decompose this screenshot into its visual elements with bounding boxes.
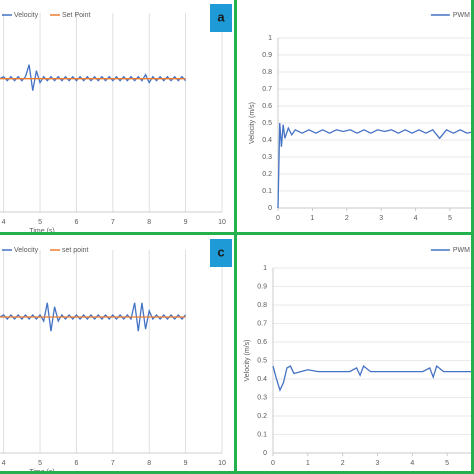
x-tick-label: 2 — [345, 215, 349, 222]
divider — [0, 232, 474, 235]
y-tick-label: 0.4 — [262, 137, 272, 144]
legend-label: PWM — [453, 12, 470, 19]
y-tick-label: 0.2 — [262, 171, 272, 178]
x-tick-label: 1 — [306, 460, 310, 467]
x-tick-label: 0 — [276, 215, 280, 222]
x-tick-label: 5 — [38, 460, 42, 467]
x-tick-label: 6 — [74, 219, 78, 226]
x-tick-label: 3 — [376, 460, 380, 467]
x-tick-label: 4 — [2, 460, 6, 467]
y-axis-label: Velocity (m/s) — [244, 339, 251, 381]
x-tick-label: 3 — [379, 215, 383, 222]
x-tick-label: 4 — [414, 215, 418, 222]
legend-label: set point — [62, 247, 89, 254]
y-tick-label: 0.5 — [257, 357, 267, 364]
y-tick-label: 0.1 — [257, 431, 267, 438]
x-tick-label: 10 — [218, 219, 226, 226]
panel: 0 1 2 3 4 5 0 0.1 0.2 0.3 0.4 0.5 0.6 0.7 0.8 0.9 1 Veloc… — [244, 247, 474, 467]
panel: 4 5 6 7 8 9 10 Time (s) Velocity set point c — [0, 239, 232, 474]
panel: 0 1 2 3 4 5 0 0.1 0.2 0.3 0.4 0.5 0.6 0.7 0.8 0.9 1 Veloc… — [249, 12, 474, 222]
y-tick-label: 0.9 — [257, 283, 267, 290]
x-tick-label: 0 — [271, 460, 275, 467]
y-tick-label: 0.1 — [262, 188, 272, 195]
y-tick-label: 0.7 — [262, 86, 272, 93]
y-tick-label: 0.7 — [257, 320, 267, 327]
x-tick-label: 5 — [38, 219, 42, 226]
x-tick-label: 1 — [310, 215, 314, 222]
data-line — [277, 122, 474, 209]
x-tick-label: 10 — [218, 460, 226, 467]
y-tick-label: 0.2 — [257, 413, 267, 420]
divider — [471, 0, 474, 474]
y-tick-label: 0.9 — [262, 52, 272, 59]
y-tick-label: 1 — [268, 35, 272, 42]
data-line — [272, 364, 474, 392]
x-axis-label: Time (s) — [29, 469, 54, 474]
panel-label: c — [217, 244, 224, 259]
y-tick-label: 0.8 — [262, 69, 272, 76]
panel-label-box — [210, 4, 232, 32]
x-tick-label: 5 — [448, 215, 452, 222]
x-tick-label: 7 — [111, 460, 115, 467]
panel-label: a — [217, 9, 225, 24]
legend-label: Set Point — [62, 12, 90, 19]
y-tick-label: 0.5 — [262, 120, 272, 127]
x-tick-label: 8 — [147, 460, 151, 467]
y-tick-label: 0.8 — [257, 302, 267, 309]
y-tick-label: 0 — [268, 205, 272, 212]
x-tick-label: 9 — [184, 219, 188, 226]
legend-label: Velocity — [14, 247, 39, 254]
x-tick-label: 9 — [184, 460, 188, 467]
panel: 4 5 6 7 8 9 10 Time (s) Velocity Set Point a — [0, 4, 232, 235]
y-axis-label: Velocity (m/s) — [249, 102, 256, 144]
y-tick-label: 0 — [263, 450, 267, 457]
y-tick-label: 1 — [263, 265, 267, 272]
x-tick-label: 8 — [147, 219, 151, 226]
x-tick-label: 2 — [341, 460, 345, 467]
legend-label: PWM — [453, 247, 470, 254]
y-tick-label: 0.4 — [257, 376, 267, 383]
divider — [0, 471, 474, 474]
y-tick-label: 0.3 — [257, 394, 267, 401]
x-tick-label: 4 — [2, 219, 6, 226]
x-tick-label: 4 — [410, 460, 414, 467]
y-tick-label: 0.3 — [262, 154, 272, 161]
x-axis-label: Time (s) — [29, 228, 54, 235]
y-tick-label: 0.6 — [262, 103, 272, 110]
y-tick-label: 0.6 — [257, 339, 267, 346]
panel-label-box — [210, 239, 232, 267]
x-tick-label: 6 — [74, 460, 78, 467]
legend-label: Velocity — [14, 12, 39, 19]
x-tick-label: 5 — [445, 460, 449, 467]
x-tick-label: 7 — [111, 219, 115, 226]
divider — [234, 0, 237, 474]
